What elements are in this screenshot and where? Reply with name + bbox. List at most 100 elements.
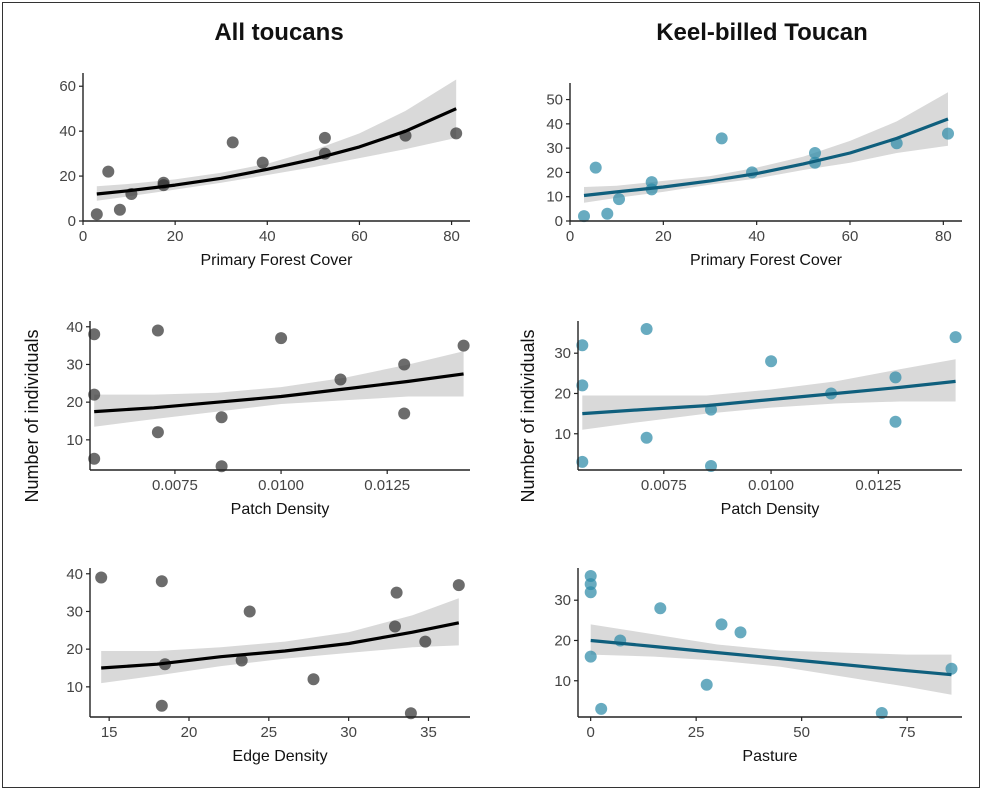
- y-axis-title-right: Number of individuals: [518, 329, 538, 502]
- confidence-band: [101, 598, 459, 684]
- confidence-band: [590, 624, 952, 695]
- fit-line: [94, 372, 464, 414]
- data-point: [945, 662, 958, 675]
- x-tick-label: 25: [688, 724, 705, 741]
- data-point: [809, 147, 821, 159]
- y-tick-label: 40: [59, 123, 76, 140]
- y-tick-label: 30: [66, 603, 83, 620]
- data-point: [452, 579, 465, 592]
- data-point: [576, 339, 589, 352]
- y-tick-label: 30: [554, 345, 571, 362]
- y-tick-label: 20: [66, 641, 83, 658]
- data-point: [450, 127, 463, 140]
- y-tick-label: 10: [554, 426, 571, 443]
- x-tick-label: 50: [793, 724, 810, 741]
- data-point: [576, 455, 589, 468]
- x-tick-label: 40: [748, 228, 765, 245]
- panel-keel-pasture: 0 25 50 75 10 20 30 Pasture: [554, 568, 962, 765]
- x-axis-title: Patch Density: [721, 501, 820, 518]
- y-tick-label: 20: [546, 164, 563, 181]
- x-tick-label: 0.0075: [152, 477, 198, 494]
- y-tick-label: 0: [68, 213, 76, 230]
- data-point: [875, 707, 888, 719]
- data-point: [715, 618, 728, 631]
- data-point: [584, 650, 597, 663]
- data-point: [715, 132, 728, 145]
- data-point: [390, 586, 403, 599]
- y-tick-label: 0: [555, 213, 563, 230]
- y-tick-label: 30: [546, 140, 563, 157]
- panel-keel-forest-cover: 0 20 40 60 80 0 10 20 30 40 50 Primary Forest Cover: [546, 83, 962, 269]
- y-tick-label: 50: [546, 92, 563, 109]
- data-point: [589, 161, 602, 174]
- data-point: [578, 210, 590, 223]
- data-point: [275, 332, 288, 345]
- confidence-band: [582, 359, 956, 430]
- data-point: [256, 156, 269, 169]
- fit-line: [101, 621, 460, 670]
- x-axis-title: Patch Density: [231, 501, 330, 518]
- data-point: [889, 371, 902, 384]
- data-point: [654, 602, 667, 615]
- data-point: [95, 571, 108, 584]
- data-point: [318, 131, 331, 144]
- x-tick-label: 35: [420, 724, 437, 741]
- data-point: [576, 379, 589, 392]
- data-point: [398, 407, 411, 420]
- data-point: [705, 460, 717, 472]
- data-point: [765, 355, 778, 368]
- column-title-all-toucans: All toucans: [214, 19, 343, 46]
- data-point: [151, 426, 164, 439]
- x-tick-label: 0: [566, 228, 574, 245]
- y-tick-label: 20: [554, 632, 571, 649]
- data-point: [398, 358, 411, 371]
- x-tick-label: 40: [259, 228, 276, 245]
- x-tick-label: 20: [181, 724, 198, 741]
- data-point: [700, 678, 713, 691]
- x-tick-label: 30: [340, 724, 357, 741]
- column-title-keel-billed: Keel-billed Toucan: [656, 19, 868, 46]
- data-point: [235, 654, 248, 667]
- data-point: [404, 707, 417, 720]
- x-axis-title: Pasture: [742, 748, 797, 765]
- data-point: [584, 586, 597, 599]
- data-point: [613, 193, 625, 206]
- data-point: [595, 702, 608, 715]
- x-tick-label: 60: [351, 228, 368, 245]
- y-tick-label: 20: [554, 385, 571, 402]
- data-point: [88, 328, 101, 341]
- x-tick-label: 25: [260, 724, 277, 741]
- data-point: [155, 575, 168, 588]
- y-tick-label: 30: [66, 356, 83, 373]
- x-axis-title: Primary Forest Cover: [690, 252, 843, 269]
- x-axis-title: Primary Forest Cover: [200, 252, 353, 269]
- data-point: [307, 673, 320, 686]
- x-tick-label: 0.0100: [258, 477, 304, 494]
- y-tick-label: 30: [554, 592, 571, 609]
- x-tick-label: 0.0100: [748, 477, 794, 494]
- data-point: [215, 411, 228, 424]
- y-tick-label: 40: [66, 319, 83, 336]
- data-point: [889, 415, 902, 428]
- x-axis-title: Edge Density: [232, 748, 327, 765]
- data-point: [102, 165, 115, 178]
- y-tick-label: 40: [546, 116, 563, 133]
- x-tick-label: 20: [655, 228, 672, 245]
- data-point: [457, 339, 470, 352]
- data-point: [640, 323, 653, 335]
- x-tick-label: 0: [79, 228, 87, 245]
- y-tick-label: 60: [59, 78, 76, 95]
- panel-all-forest-cover: 0 20 40 60 80 0 20 40 60 Primary Forest Cover: [59, 73, 470, 269]
- y-tick-label: 10: [554, 673, 571, 690]
- data-point: [88, 388, 101, 401]
- fit-line: [582, 379, 956, 416]
- y-tick-label: 10: [66, 679, 83, 696]
- panel-all-patch-density: 0.0075 0.0100 0.0125 10 20 30 40 Patch Density: [66, 319, 470, 518]
- y-tick-label: 20: [66, 394, 83, 411]
- data-point: [155, 699, 168, 712]
- data-point: [334, 373, 347, 386]
- data-point: [640, 431, 653, 444]
- data-point: [601, 207, 614, 220]
